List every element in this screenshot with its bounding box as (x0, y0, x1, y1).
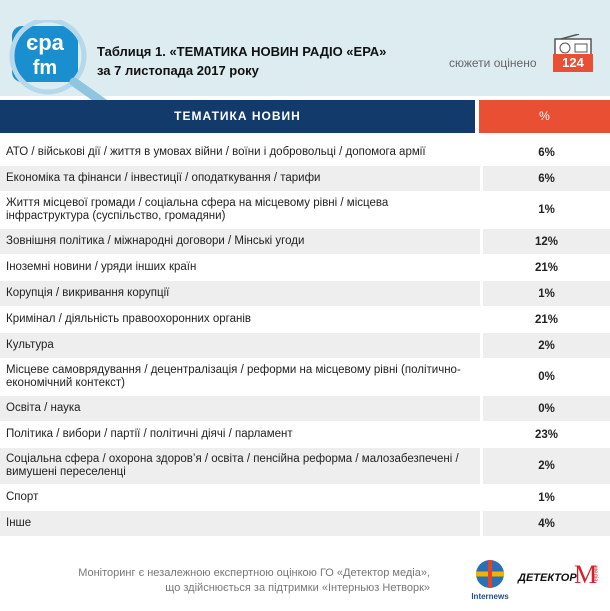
table-header: ТЕМАТИКА НОВИН % (0, 100, 610, 133)
topic-cell: Зовнішня політика / міжнародні договори … (0, 229, 480, 254)
table-body: АТО / військові дії / життя в умовах вій… (0, 140, 610, 537)
table-row: Життя місцевої громади / соціальна сфера… (0, 192, 610, 228)
count: 124 (553, 54, 593, 72)
table-row: Корупція / викривання корупції 1% (0, 281, 610, 306)
logo-top: єра (26, 30, 65, 55)
table-row: Політика / вибори / партії / політичні д… (0, 422, 610, 447)
table-row: Місцеве самоврядування / децентралізація… (0, 359, 610, 395)
percent-cell: 6% (538, 146, 555, 159)
internews-logo: Internews (471, 560, 509, 601)
column-header: ТЕМАТИКА НОВИН (0, 100, 475, 133)
header: єра fm Таблиця 1. «ТЕМАТИКА НОВИН РАДІО … (0, 0, 610, 110)
internews-text: Internews (471, 592, 509, 601)
footer-line: Моніторинг є незалежною експертною оцінк… (78, 567, 430, 579)
table-row: Іноземні новини / уряди інших країн 21% (0, 255, 610, 280)
table-row: Спорт 1% (0, 485, 610, 510)
percent-cell: 0% (538, 371, 555, 383)
percent-cell: 4% (483, 511, 610, 536)
percent-cell: 2% (483, 333, 610, 358)
topic-cell: Місцеве самоврядування / децентралізація… (6, 364, 461, 389)
topic-cell: АТО / військові дії / життя в умовах вій… (6, 146, 426, 158)
detector-sub: медіа (592, 566, 598, 582)
topic-cell: Освіта / наука (0, 396, 480, 421)
topic-cell: Життя місцевої громади / соціальна сфера… (6, 197, 389, 222)
topic-cell: Соціальна сфера / охорона здоров’я / осв… (0, 448, 480, 484)
percent-cell: 1% (538, 204, 555, 216)
percent-cell: 12% (483, 229, 610, 254)
topic-cell: Кримінал / діяльність правоохоронних орг… (6, 313, 252, 325)
subtitle: за 7 листопада 2017 року (97, 63, 259, 78)
topic-cell: Інше (0, 511, 480, 536)
title: Таблиця 1. «ТЕМАТИКА НОВИН РАДІО «ЕРА» (97, 44, 387, 59)
table-row: Кримінал / діяльність правоохоронних орг… (0, 307, 610, 332)
topic-cell: Іноземні новини / уряди інших країн (6, 261, 197, 273)
table-row: Культура 2% (0, 333, 610, 358)
logo-bottom: fm (33, 57, 57, 79)
table-row: Економіка та фінанси / інвестиції / опод… (0, 166, 610, 191)
topic-cell: Політика / вибори / партії / політичні д… (6, 428, 293, 440)
topic-cell: Спорт (6, 491, 39, 503)
percent-cell: 2% (483, 448, 610, 484)
table-row: АТО / військові дії / життя в умовах вій… (0, 140, 610, 165)
table-row: Інше 4% (0, 511, 610, 536)
logo: єра fm (9, 20, 113, 110)
percent-cell: 6% (483, 166, 610, 191)
percent-cell: 1% (538, 491, 555, 504)
topic-cell: Економіка та фінанси / інвестиції / опод… (0, 166, 480, 191)
percent-cell: 21% (534, 261, 559, 274)
percent-cell: 1% (483, 281, 610, 306)
detector-logo: ДЕТЕКТОР (518, 572, 577, 584)
detector-m: M (574, 560, 598, 589)
table-row: Освіта / наука 0% (0, 396, 610, 421)
footer-line: що здійснюється за підтримки «Інтерньюз … (165, 582, 430, 594)
table-row: Соціальна сфера / охорона здоров’я / осв… (0, 448, 610, 484)
count-label: сюжети оцінено (449, 56, 537, 70)
topic-cell: Корупція / викривання корупції (0, 281, 480, 306)
table-row: Зовнішня політика / міжнародні договори … (0, 229, 610, 254)
topic-cell: Культура (0, 333, 480, 358)
percent-cell: 21% (534, 313, 559, 326)
column-header: % (479, 100, 610, 133)
footer-text: Моніторинг є незалежною експертною оцінк… (40, 566, 430, 596)
percent-cell: 0% (483, 396, 610, 421)
percent-cell: 23% (534, 428, 559, 441)
